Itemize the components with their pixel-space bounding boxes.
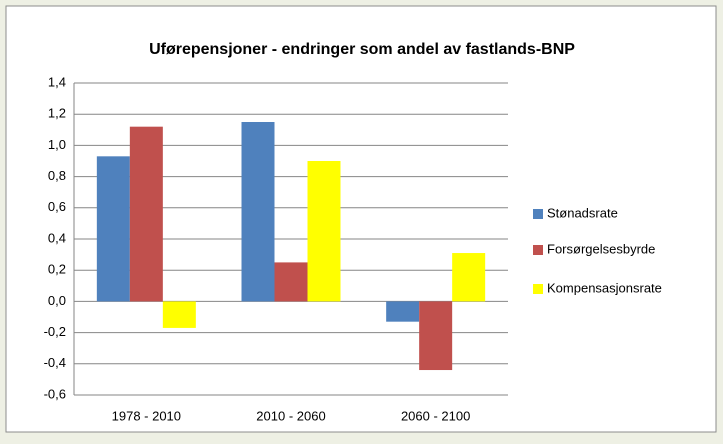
y-tick-label: 0,6 (48, 199, 66, 214)
bar (307, 161, 341, 302)
legend-swatch (533, 209, 543, 219)
bar (386, 301, 420, 322)
bar (452, 253, 486, 302)
y-tick-label: 1,0 (48, 137, 66, 152)
y-tick-label: 0,0 (48, 293, 66, 308)
legend-label: Stønadsrate (547, 205, 618, 220)
y-tick-label: 0,2 (48, 262, 66, 277)
y-tick-label: 1,2 (48, 106, 66, 121)
legend-label: Forsørgelsesbyrde (547, 241, 655, 256)
bar (129, 126, 163, 302)
legend-swatch (533, 284, 543, 294)
y-tick-label: 0,8 (48, 168, 66, 183)
bar (96, 156, 130, 302)
x-tick-label: 2010 - 2060 (256, 408, 325, 423)
y-tick-label: 1,4 (48, 74, 66, 89)
y-tick-label: -0,6 (44, 386, 66, 401)
y-tick-label: -0,2 (44, 324, 66, 339)
bar (241, 122, 275, 302)
bar (162, 301, 196, 328)
chart-title: Uførepensjoner - endringer som andel av … (149, 41, 575, 58)
legend-label: Kompensasjonsrate (547, 280, 662, 295)
y-tick-label: -0,4 (44, 355, 66, 370)
legend-swatch (533, 245, 543, 255)
x-tick-label: 1978 - 2010 (112, 408, 181, 423)
bar (274, 262, 308, 302)
y-tick-label: 0,4 (48, 230, 66, 245)
bar (419, 301, 453, 371)
x-tick-label: 2060 - 2100 (401, 408, 470, 423)
